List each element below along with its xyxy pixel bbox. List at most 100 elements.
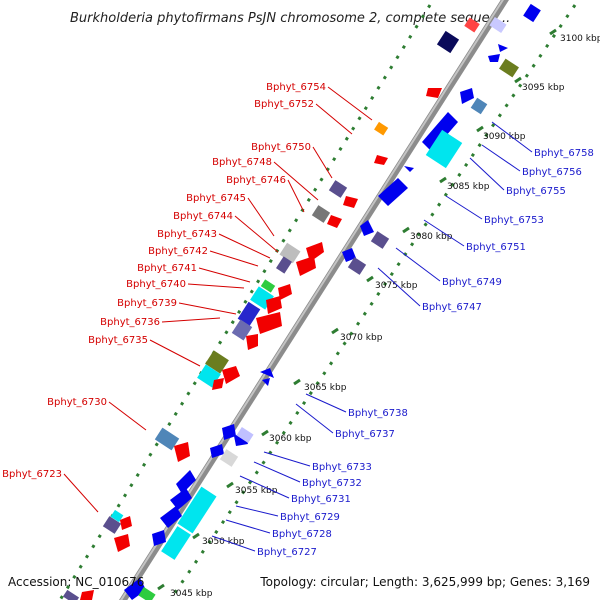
reverse-strand-features — [124, 3, 541, 600]
gene-feature[interactable] — [347, 257, 367, 275]
gene-feature[interactable] — [222, 424, 236, 440]
gene-feature[interactable] — [343, 196, 358, 208]
gene-feature[interactable] — [80, 590, 94, 600]
gene-feature[interactable] — [170, 488, 192, 510]
gene-label-forward[interactable]: Bphyt_6745 — [186, 193, 246, 204]
kbp-tick-label: 3065 kbp — [304, 383, 347, 393]
gene-feature[interactable] — [422, 112, 458, 152]
gene-feature[interactable] — [360, 220, 374, 236]
gene-label-forward[interactable]: Bphyt_6746 — [226, 175, 286, 186]
gene-label-reverse[interactable]: Bphyt_6733 — [312, 462, 372, 473]
gene-label-forward[interactable]: Bphyt_6741 — [137, 263, 197, 274]
gene-label-reverse[interactable]: Bphyt_6732 — [302, 478, 362, 489]
gene-feature[interactable] — [342, 248, 356, 262]
gene-label-forward[interactable]: Bphyt_6730 — [47, 397, 107, 408]
gene-label-reverse[interactable]: Bphyt_6731 — [291, 494, 351, 505]
gene-feature[interactable] — [110, 509, 124, 523]
gene-feature[interactable] — [306, 242, 324, 262]
gene-feature[interactable] — [262, 378, 270, 386]
gene-feature[interactable] — [161, 526, 191, 560]
gene-feature[interactable] — [219, 449, 239, 467]
gene-label-reverse[interactable]: Bphyt_6753 — [484, 215, 544, 226]
gene-feature[interactable] — [425, 129, 463, 169]
gene-label-reverse[interactable]: Bphyt_6729 — [280, 512, 340, 523]
reverse-label-leaders — [211, 121, 533, 552]
gene-label-forward[interactable]: Bphyt_6723 — [2, 469, 62, 480]
gene-feature[interactable] — [260, 279, 276, 293]
gene-label-forward[interactable]: Bphyt_6752 — [254, 99, 314, 110]
gene-feature[interactable] — [102, 516, 122, 534]
kbp-tick-label: 3075 kbp — [375, 281, 418, 291]
kbp-tick-label: 3090 kbp — [483, 132, 526, 142]
outer-ruler-track — [168, 4, 577, 600]
gene-feature[interactable] — [62, 589, 80, 600]
gene-label-forward[interactable]: Bphyt_6739 — [117, 298, 177, 309]
gene-label-reverse[interactable]: Bphyt_6747 — [422, 302, 482, 313]
kbp-tick-label: 3045 kbp — [170, 589, 213, 599]
gene-feature[interactable] — [426, 88, 442, 98]
gene-feature[interactable] — [237, 301, 261, 327]
gene-label-reverse[interactable]: Bphyt_6756 — [522, 167, 582, 178]
gene-feature[interactable] — [311, 205, 331, 223]
gene-feature[interactable] — [152, 530, 166, 546]
gene-feature[interactable] — [205, 350, 229, 374]
gene-feature[interactable] — [470, 97, 488, 115]
gene-feature[interactable] — [154, 427, 180, 451]
gene-feature[interactable] — [160, 506, 182, 528]
gene-feature[interactable] — [327, 215, 342, 228]
gene-feature[interactable] — [120, 516, 132, 530]
gene-feature[interactable] — [124, 578, 146, 600]
inner-ruler-track — [58, 4, 432, 600]
gene-feature[interactable] — [138, 586, 156, 600]
gene-feature[interactable] — [210, 444, 224, 458]
gene-feature[interactable] — [246, 334, 258, 350]
gene-feature[interactable] — [177, 486, 217, 534]
gene-feature[interactable] — [488, 54, 500, 62]
gene-feature[interactable] — [176, 470, 196, 494]
gene-label-reverse[interactable]: Bphyt_6755 — [506, 186, 566, 197]
gene-feature[interactable] — [436, 30, 460, 54]
gene-feature[interactable] — [404, 166, 414, 172]
gene-label-forward[interactable]: Bphyt_6740 — [126, 279, 186, 290]
gene-feature[interactable] — [374, 155, 388, 165]
gene-label-reverse[interactable]: Bphyt_6728 — [272, 529, 332, 540]
gene-feature[interactable] — [222, 366, 240, 384]
gene-feature[interactable] — [212, 378, 224, 390]
kbp-tick-label: 3095 kbp — [522, 83, 565, 93]
gene-label-forward[interactable]: Bphyt_6754 — [266, 82, 326, 93]
gene-feature[interactable] — [296, 256, 316, 276]
gene-feature[interactable] — [260, 368, 274, 378]
gene-label-forward[interactable]: Bphyt_6744 — [173, 211, 233, 222]
gene-label-reverse[interactable]: Bphyt_6749 — [442, 277, 502, 288]
gene-feature[interactable] — [256, 312, 282, 334]
gene-feature[interactable] — [378, 178, 408, 206]
gene-feature[interactable] — [499, 58, 519, 78]
gene-feature[interactable] — [114, 534, 130, 552]
gene-feature[interactable] — [174, 442, 190, 462]
gene-label-reverse[interactable]: Bphyt_6737 — [335, 429, 395, 440]
gene-feature[interactable] — [231, 319, 253, 341]
gene-feature[interactable] — [266, 296, 282, 314]
gene-feature[interactable] — [275, 256, 293, 274]
gene-label-reverse[interactable]: Bphyt_6751 — [466, 242, 526, 253]
gene-label-forward[interactable]: Bphyt_6735 — [88, 335, 148, 346]
gene-feature[interactable] — [374, 121, 389, 136]
gene-label-forward[interactable]: Bphyt_6742 — [148, 246, 208, 257]
gene-label-reverse[interactable]: Bphyt_6758 — [534, 148, 594, 159]
gene-feature[interactable] — [278, 284, 292, 300]
gene-label-reverse[interactable]: Bphyt_6738 — [348, 408, 408, 419]
gene-feature[interactable] — [489, 16, 507, 34]
gene-feature[interactable] — [460, 88, 474, 104]
gene-feature[interactable] — [523, 3, 541, 23]
gene-feature[interactable] — [236, 426, 254, 444]
gene-label-forward[interactable]: Bphyt_6743 — [157, 229, 217, 240]
gene-label-forward[interactable]: Bphyt_6748 — [212, 157, 272, 168]
gene-label-forward[interactable]: Bphyt_6736 — [100, 317, 160, 328]
gene-feature[interactable] — [370, 231, 390, 249]
gene-feature[interactable] — [328, 180, 348, 198]
gene-feature[interactable] — [464, 17, 480, 33]
gene-feature[interactable] — [498, 44, 508, 52]
gene-feature[interactable] — [279, 242, 301, 264]
gene-label-forward[interactable]: Bphyt_6750 — [251, 142, 311, 153]
gene-label-reverse[interactable]: Bphyt_6727 — [257, 547, 317, 558]
